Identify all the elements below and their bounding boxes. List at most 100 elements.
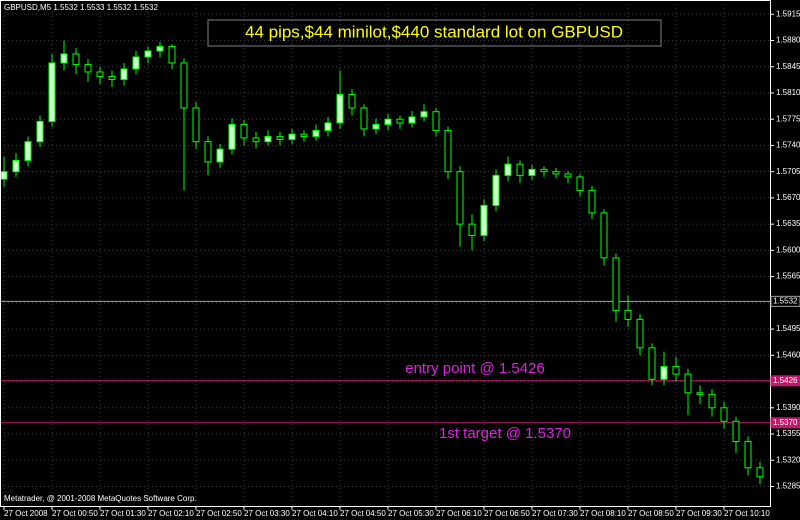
y-tick-label: 1.5285 <box>776 482 800 491</box>
x-tick-label: 27 Oct 09:30 <box>676 509 722 518</box>
price-label-box <box>770 417 800 429</box>
candle-body <box>432 111 440 131</box>
y-tick-label: 1.5390 <box>776 403 800 412</box>
candle-body <box>456 171 464 225</box>
candle-body <box>264 135 272 143</box>
x-tick-label: 27 Oct 08:50 <box>628 509 674 518</box>
candle-body <box>300 133 308 137</box>
y-tick-label: 1.5600 <box>776 245 800 254</box>
plot-frame <box>0 0 771 507</box>
title-box <box>207 19 662 47</box>
chart-title: 44 pips,$44 minilot,$440 standard lot on… <box>245 22 623 41</box>
candle-body <box>576 176 584 191</box>
annotation: 1st target @ 1.5370 <box>439 425 571 442</box>
candle-body <box>240 123 248 139</box>
price-label: 1.5370 <box>773 418 798 427</box>
candle-body <box>36 120 44 143</box>
y-tick-label: 1.5845 <box>776 62 800 71</box>
candle-body <box>48 62 56 122</box>
candle-body <box>192 107 200 143</box>
candle-body <box>528 168 536 176</box>
candle-body <box>24 141 32 161</box>
candle-body <box>132 56 140 70</box>
x-tick-label: 27 Oct 06:50 <box>484 509 530 518</box>
candle-body <box>108 75 116 80</box>
y-tick-label: 1.5495 <box>776 324 800 333</box>
x-tick-label: 27 Oct 02:50 <box>196 509 242 518</box>
candle-body <box>96 71 104 77</box>
candle-body <box>396 118 404 124</box>
x-tick-label: 27 Oct 2008 <box>4 509 48 518</box>
x-tick-label: 27 Oct 04:50 <box>340 509 386 518</box>
candle-body <box>336 93 344 124</box>
candle-body <box>624 309 632 320</box>
candle-body <box>504 163 512 176</box>
y-tick-label: 1.5740 <box>776 141 800 150</box>
candle-body <box>732 420 740 443</box>
x-tick-label: 27 Oct 07:30 <box>532 509 578 518</box>
y-tick-label: 1.5705 <box>776 167 800 176</box>
candle-body <box>444 129 452 173</box>
candle-body <box>252 137 260 143</box>
candle-body <box>84 63 92 73</box>
candle-body <box>12 159 20 173</box>
y-tick-label: 1.5320 <box>776 455 800 464</box>
candle-body <box>636 318 644 349</box>
y-tick-label: 1.5355 <box>776 429 800 438</box>
candle-body <box>228 123 236 150</box>
y-tick-label: 1.5565 <box>776 272 800 281</box>
candle-body <box>744 441 752 469</box>
candle-body <box>708 393 716 409</box>
candle-body <box>312 129 320 137</box>
candle-body <box>660 366 668 380</box>
candle-body <box>360 107 368 130</box>
candle-body <box>552 171 560 175</box>
header: GBPUSD,M5 1.5532 1.5533 1.5532 1.5532 <box>4 3 158 12</box>
y-tick-label: 1.5810 <box>776 88 800 97</box>
candle-body <box>72 53 80 65</box>
candle-body <box>180 62 188 109</box>
candle-body <box>468 223 476 236</box>
candle-body <box>408 116 416 124</box>
y-tick-label: 1.5460 <box>776 350 800 359</box>
x-tick-label: 27 Oct 06:10 <box>436 509 482 518</box>
candle-body <box>684 373 692 394</box>
candle-body <box>372 123 380 130</box>
candle-body <box>384 118 392 125</box>
candle-body <box>168 45 176 64</box>
candle-body <box>276 135 284 140</box>
candle-body <box>648 347 656 380</box>
candle-body <box>696 392 704 395</box>
candle-body <box>204 141 212 163</box>
candle-body <box>540 168 548 173</box>
candle-body <box>720 407 728 422</box>
x-tick-label: 27 Oct 10:10 <box>724 509 770 518</box>
candle-body <box>324 122 332 131</box>
candle-body <box>588 189 596 214</box>
y-tick-label: 1.5775 <box>776 114 800 123</box>
x-tick-label: 27 Oct 03:30 <box>244 509 290 518</box>
price-label-box <box>770 295 800 307</box>
candle-body <box>600 212 608 259</box>
price-label-box <box>770 375 800 387</box>
candle-body <box>420 111 428 118</box>
x-tick-label: 27 Oct 04:10 <box>292 509 338 518</box>
candle-body <box>516 163 524 176</box>
y-tick-label: 1.5670 <box>776 193 800 202</box>
y-tick-label: 1.5635 <box>776 219 800 228</box>
price-label: 1.5532 <box>773 296 798 305</box>
y-tick-label: 1.5915 <box>776 9 800 18</box>
candle-body <box>612 257 620 311</box>
annotation: entry point @ 1.5426 <box>405 360 544 377</box>
x-tick-label: 27 Oct 02:10 <box>148 509 194 518</box>
candle-body <box>480 204 488 236</box>
candle-body <box>348 93 356 109</box>
candle-body <box>564 173 572 178</box>
x-tick-label: 27 Oct 08:10 <box>580 509 626 518</box>
candle-body <box>144 50 152 58</box>
y-tick-label: 1.5880 <box>776 36 800 45</box>
candle-body <box>756 467 764 478</box>
candle-body <box>60 53 68 64</box>
